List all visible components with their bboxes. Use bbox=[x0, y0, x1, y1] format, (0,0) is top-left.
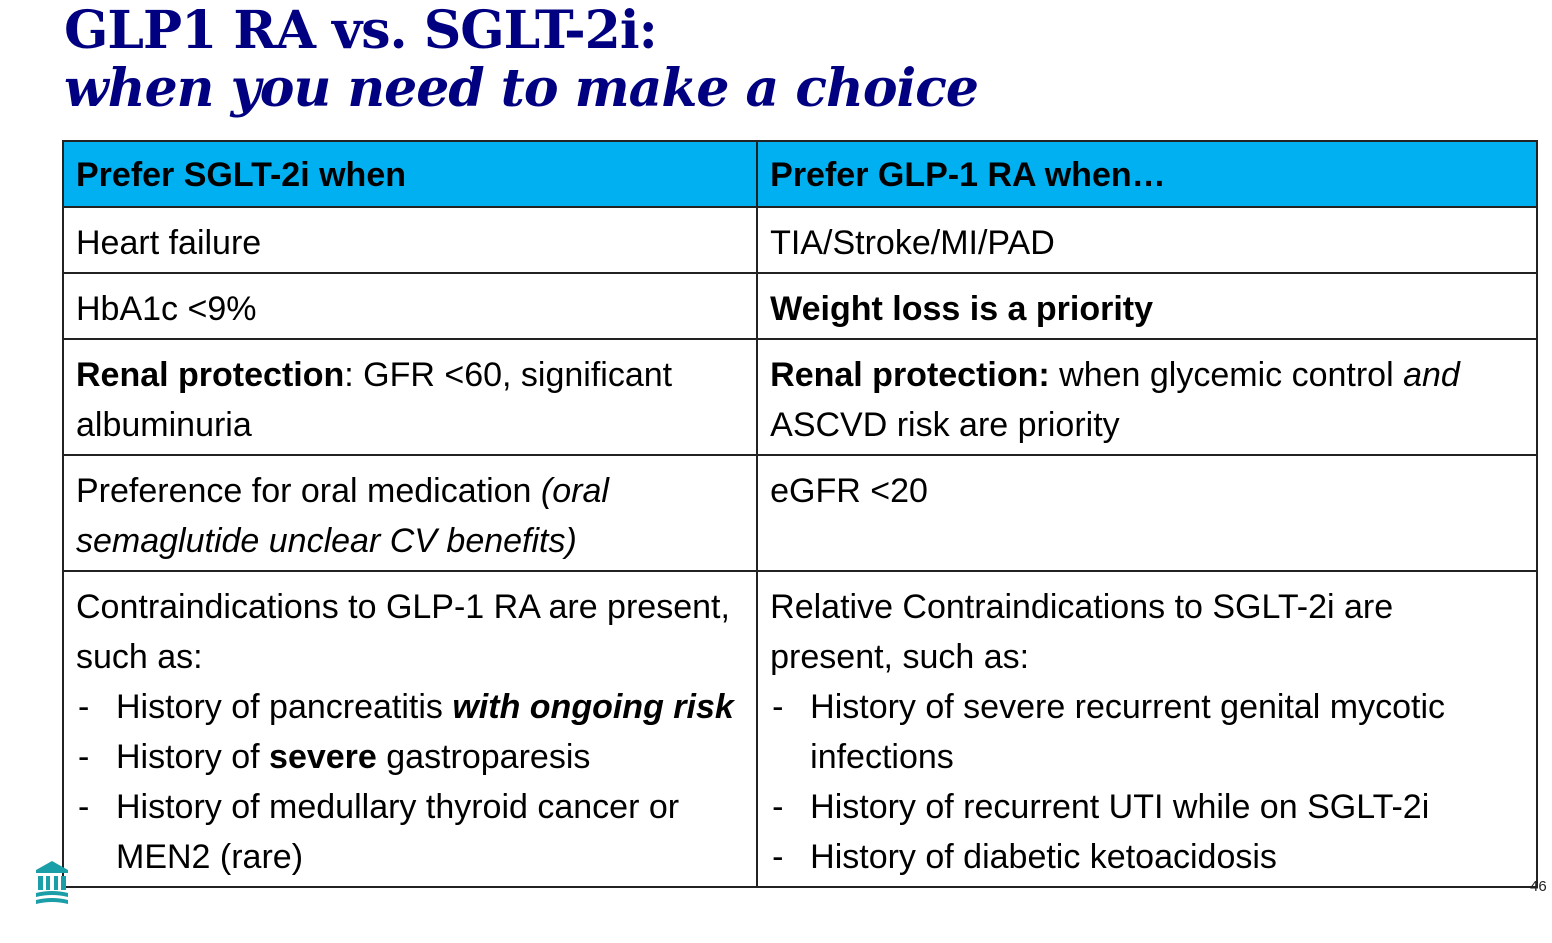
renal-label: Renal protection: bbox=[770, 356, 1050, 394]
contraindications-list: History of severe recurrent genital myco… bbox=[770, 682, 1524, 882]
cell-renal-glp1: Renal protection: when glycemic control … bbox=[756, 338, 1538, 456]
list-item: History of severe recurrent genital myco… bbox=[770, 682, 1524, 782]
oral-text: Preference for oral medication bbox=[76, 472, 541, 510]
list-item: History of recurrent UTI while on SGLT-2… bbox=[770, 782, 1524, 832]
header-prefer-sglt2i: Prefer SGLT-2i when bbox=[61, 140, 759, 208]
cell-oral-preference: Preference for oral medication (oral sem… bbox=[61, 454, 759, 572]
title-line-2: when you need to make a choice bbox=[64, 58, 979, 119]
table-row: HbA1c <9% Weight loss is a priority bbox=[61, 272, 1538, 340]
item-text: History of bbox=[116, 738, 270, 776]
item-emphasis: with ongoing risk bbox=[452, 688, 734, 726]
cell-renal-sglt2i: Renal protection: GFR <60, significant a… bbox=[61, 338, 759, 456]
table-header-row: Prefer SGLT-2i when Prefer GLP-1 RA when… bbox=[61, 140, 1538, 208]
comparison-table: Prefer SGLT-2i when Prefer GLP-1 RA when… bbox=[61, 140, 1538, 888]
table-row: Contraindications to GLP-1 RA are presen… bbox=[61, 570, 1538, 888]
item-emphasis: severe bbox=[269, 738, 377, 776]
contraindications-intro: Relative Contraindications to SGLT-2i ar… bbox=[770, 588, 1394, 676]
table-row: Preference for oral medication (oral sem… bbox=[61, 454, 1538, 572]
contraindications-list: History of pancreatitis with ongoing ris… bbox=[76, 682, 744, 882]
title-line-1: GLP1 RA vs. SGLT-2i: bbox=[64, 0, 658, 61]
cell-glp1-contraindications: Contraindications to GLP-1 RA are presen… bbox=[61, 570, 759, 888]
renal-label: Renal protection bbox=[76, 356, 345, 394]
renal-detail-2: ASCVD risk are priority bbox=[770, 406, 1120, 444]
item-text: History of medullary thyroid cancer or M… bbox=[116, 788, 680, 876]
item-text: History of pancreatitis bbox=[116, 688, 453, 726]
table-row: Renal protection: GFR <60, significant a… bbox=[61, 338, 1538, 456]
header-prefer-glp1ra: Prefer GLP-1 RA when… bbox=[756, 140, 1538, 208]
contraindications-intro: Contraindications to GLP-1 RA are presen… bbox=[76, 588, 730, 676]
renal-and: and bbox=[1403, 356, 1460, 394]
cell-heart-failure: Heart failure bbox=[61, 206, 759, 274]
renal-detail: when glycemic control bbox=[1049, 356, 1404, 394]
item-text-2: gastroparesis bbox=[376, 738, 591, 776]
page-number: 46 bbox=[1530, 878, 1547, 895]
cell-sglt2i-contraindications: Relative Contraindications to SGLT-2i ar… bbox=[756, 570, 1538, 888]
list-item: History of medullary thyroid cancer or M… bbox=[76, 782, 744, 882]
cell-egfr: eGFR <20 bbox=[756, 454, 1538, 572]
list-item: History of pancreatitis with ongoing ris… bbox=[76, 682, 744, 732]
list-item: History of diabetic ketoacidosis bbox=[770, 832, 1524, 882]
oral-note: (oral semaglutide unclear CV benefits) bbox=[76, 472, 609, 560]
renal-detail: : GFR <60, significant albuminuria bbox=[76, 356, 673, 444]
cell-weight-loss: Weight loss is a priority bbox=[756, 272, 1538, 340]
institution-columns-icon bbox=[34, 858, 70, 908]
cell-tia-stroke: TIA/Stroke/MI/PAD bbox=[756, 206, 1538, 274]
table-row: Heart failure TIA/Stroke/MI/PAD bbox=[61, 206, 1538, 274]
cell-hba1c: HbA1c <9% bbox=[61, 272, 759, 340]
slide-title: GLP1 RA vs. SGLT-2i: when you need to ma… bbox=[64, 0, 979, 120]
list-item: History of severe gastroparesis bbox=[76, 732, 744, 782]
weight-loss-text: Weight loss is a priority bbox=[770, 290, 1154, 328]
